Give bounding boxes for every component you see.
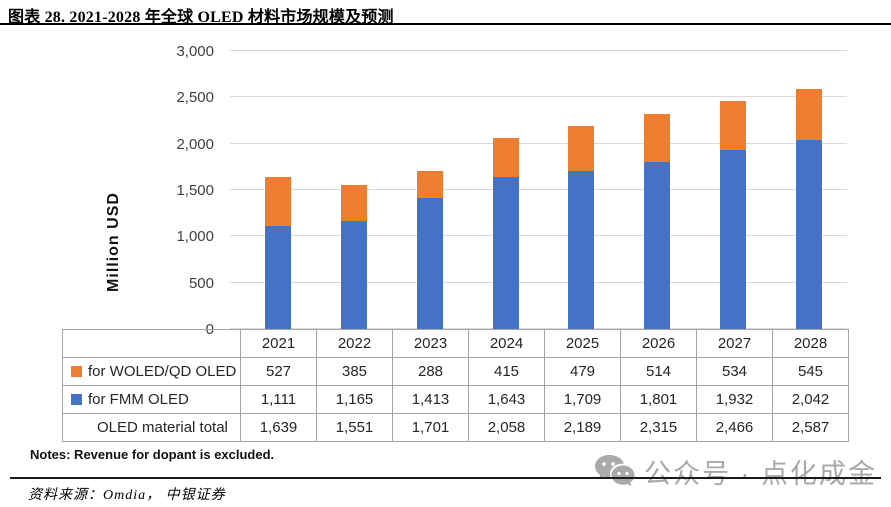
value-cell: 2,042 bbox=[772, 385, 849, 414]
bar-segment bbox=[416, 198, 443, 329]
year-header-cell: 2025 bbox=[544, 329, 621, 358]
year-header-cell: 2023 bbox=[392, 329, 469, 358]
wechat-icon bbox=[595, 454, 635, 486]
value-cell: 2,315 bbox=[620, 413, 697, 442]
value-cell: 2,587 bbox=[772, 413, 849, 442]
y-axis-tick-label: 2,500 bbox=[176, 89, 214, 107]
bar-2021 bbox=[264, 177, 291, 329]
row-label-cell: for WOLED/QD OLED bbox=[62, 357, 241, 386]
year-header-cell: 2024 bbox=[468, 329, 545, 358]
table-row: OLED material total 1,639 1,551 1,701 2,058 2… bbox=[62, 413, 849, 442]
y-axis-tick-label: 1,000 bbox=[176, 228, 214, 246]
legend-swatch bbox=[71, 394, 82, 405]
bar-segment bbox=[264, 177, 291, 227]
bar-2026 bbox=[644, 114, 671, 329]
bar-2025 bbox=[568, 126, 595, 329]
value-cell: 479 bbox=[544, 357, 621, 386]
value-cell: 534 bbox=[696, 357, 773, 386]
bar-segment bbox=[796, 89, 823, 140]
bar-segment bbox=[568, 126, 595, 171]
value-cell: 2,189 bbox=[544, 413, 621, 442]
table-row: for FMM OLED 1,111 1,165 1,413 1,643 1,709 1,8… bbox=[62, 385, 849, 414]
value-cell: 1,801 bbox=[620, 385, 697, 414]
value-cell: 545 bbox=[772, 357, 849, 386]
gridline bbox=[230, 50, 847, 51]
bar-2024 bbox=[492, 138, 519, 329]
value-cell: 1,709 bbox=[544, 385, 621, 414]
year-header-cell: 2028 bbox=[772, 329, 849, 358]
value-cell: 385 bbox=[316, 357, 393, 386]
gridline bbox=[230, 281, 847, 283]
year-header-cell: 2022 bbox=[316, 329, 393, 358]
notes-text: Notes: Revenue for dopant is excluded. bbox=[30, 447, 275, 462]
gridline bbox=[230, 328, 847, 329]
row-label-cell: for FMM OLED bbox=[62, 385, 241, 414]
table-header-row: 2021 2022 2023 2024 2025 2026 2027 2028 bbox=[62, 329, 849, 358]
value-cell: 1,551 bbox=[316, 413, 393, 442]
value-cell: 2,466 bbox=[696, 413, 773, 442]
y-axis-title: Million USD bbox=[105, 192, 123, 292]
value-cell: 288 bbox=[392, 357, 469, 386]
value-cell: 527 bbox=[240, 357, 317, 386]
y-axis-tick-label: 1,500 bbox=[176, 182, 214, 199]
bar-segment bbox=[568, 170, 595, 329]
bar-segment bbox=[492, 176, 519, 329]
value-cell: 1,413 bbox=[392, 385, 469, 414]
value-cell: 1,701 bbox=[392, 413, 469, 442]
gridline bbox=[230, 235, 847, 237]
row-label-cell: OLED material total bbox=[62, 413, 241, 442]
bar-segment bbox=[416, 171, 443, 199]
legend-swatch bbox=[71, 366, 82, 377]
bar-2027 bbox=[720, 100, 747, 329]
page-title: 图表 28. 2021-2028 年全球 OLED 材料市场规模及预测 bbox=[8, 9, 394, 26]
bar-segment bbox=[340, 185, 367, 222]
source-divider bbox=[10, 477, 881, 479]
value-cell: 1,165 bbox=[316, 385, 393, 414]
watermark: 公众号 · 点化成金 bbox=[592, 452, 877, 491]
title-divider bbox=[0, 23, 891, 25]
gridline bbox=[230, 96, 847, 98]
y-axis: 0 500 1,000 1,500 2,000 2,500 3,000 bbox=[150, 43, 222, 338]
bar-2028 bbox=[796, 89, 823, 329]
plot-area bbox=[230, 50, 847, 329]
y-axis-tick-label: 2,000 bbox=[176, 135, 214, 153]
value-cell: 1,643 bbox=[468, 385, 545, 414]
value-cell: 1,111 bbox=[240, 385, 317, 414]
year-header-cell: 2026 bbox=[620, 329, 697, 358]
bar-segment bbox=[492, 138, 519, 177]
source-text: 资料来源：Omdia， 中银证券 bbox=[28, 488, 226, 503]
value-cell: 1,639 bbox=[240, 413, 317, 442]
bar-segment bbox=[720, 149, 747, 329]
table-corner-cell bbox=[62, 329, 241, 358]
bar-segment bbox=[340, 221, 367, 329]
data-table-body: 2021 2022 2023 2024 2025 2026 2027 2028 for WOLE… bbox=[62, 329, 849, 442]
data-table: 2021 2022 2023 2024 2025 2026 2027 2028 for WOLE… bbox=[62, 329, 849, 442]
y-axis-tick-label: 500 bbox=[188, 274, 214, 292]
year-header-cell: 2027 bbox=[696, 329, 773, 358]
value-cell: 2,058 bbox=[468, 413, 545, 442]
bar-segment bbox=[264, 226, 291, 329]
bar-segment bbox=[796, 139, 823, 329]
watermark-text: 公众号 · 点化成金 bbox=[644, 459, 877, 489]
bar-2022 bbox=[340, 185, 367, 329]
gridline bbox=[230, 189, 847, 190]
bar-segment bbox=[644, 114, 671, 163]
value-cell: 415 bbox=[468, 357, 545, 386]
gridline bbox=[230, 142, 847, 144]
y-axis-tick-label: 3,000 bbox=[176, 43, 214, 60]
bar-2023 bbox=[416, 171, 443, 329]
bar-segment bbox=[720, 100, 747, 150]
table-row: for WOLED/QD OLED 527 385 288 415 479 514 534 54… bbox=[62, 357, 849, 386]
value-cell: 514 bbox=[620, 357, 697, 386]
year-header-cell: 2021 bbox=[240, 329, 317, 358]
bar-segment bbox=[644, 162, 671, 329]
value-cell: 1,932 bbox=[696, 385, 773, 414]
